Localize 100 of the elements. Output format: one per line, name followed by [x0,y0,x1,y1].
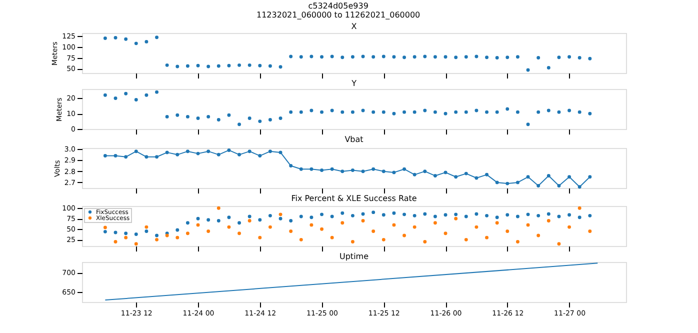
point [568,213,572,217]
point [268,214,272,218]
point [278,65,282,69]
point [330,167,334,171]
point [165,63,169,67]
point [186,64,190,68]
point [134,150,138,154]
point [568,225,572,229]
point [412,55,416,59]
point [124,232,128,236]
point [278,212,282,216]
point [238,232,241,236]
point [454,175,458,179]
point [216,206,220,210]
point [506,182,510,186]
point [238,122,241,126]
point [320,55,324,59]
point [382,54,386,58]
point [124,155,128,159]
point [454,212,458,216]
point [372,230,376,233]
point [289,219,293,222]
point [134,42,138,46]
point [433,110,437,114]
point [588,175,592,179]
point [392,211,396,215]
point [506,56,510,60]
point [103,93,107,97]
point [340,170,344,174]
point [423,108,427,112]
point [526,175,530,179]
point [372,210,376,214]
point [238,221,241,225]
point [310,223,314,227]
chart-title: Y [350,79,357,88]
point [124,37,128,41]
point [588,214,592,218]
point [340,56,344,60]
point [557,242,561,246]
point [392,55,396,59]
point [206,218,210,222]
point [227,148,231,152]
point [516,110,520,114]
point [423,170,427,174]
point [536,56,540,60]
point [330,214,334,218]
text: c5324d05e939 [308,2,368,11]
point [350,168,354,172]
point [216,118,220,122]
point [289,54,293,58]
point [114,36,118,40]
point [495,110,499,114]
point [186,221,190,225]
point [392,112,396,116]
point [350,55,354,59]
point [176,113,180,117]
point [155,36,158,40]
point [495,221,499,225]
point [382,170,386,174]
point [155,155,158,159]
point [485,236,489,240]
point [516,180,520,184]
point [402,212,406,216]
point [278,150,282,154]
point [588,56,592,60]
point [485,56,489,60]
point [516,214,520,218]
chart-title: X [351,22,358,32]
point [433,174,437,178]
point [568,55,572,59]
chart-title: Vbat [344,135,364,144]
point [227,216,231,220]
point [310,216,314,220]
point [382,213,386,217]
point [361,212,365,216]
point [372,55,376,59]
point [464,238,468,242]
point [578,206,582,210]
point [485,110,489,114]
point [114,240,118,244]
text: 11232021_060000 to 11262021_060000 [256,10,420,20]
point [474,176,478,180]
point [423,240,427,244]
point [144,40,148,44]
point [124,92,128,96]
point [526,122,530,126]
point [196,216,200,220]
point [557,110,561,114]
point [433,55,437,59]
point [464,110,468,114]
point [340,211,344,215]
point [330,236,334,240]
point [536,184,540,188]
point [258,120,262,124]
point [165,114,169,118]
point [103,226,107,230]
point [196,223,200,227]
point [103,36,107,40]
point [350,214,354,218]
point [412,172,416,176]
